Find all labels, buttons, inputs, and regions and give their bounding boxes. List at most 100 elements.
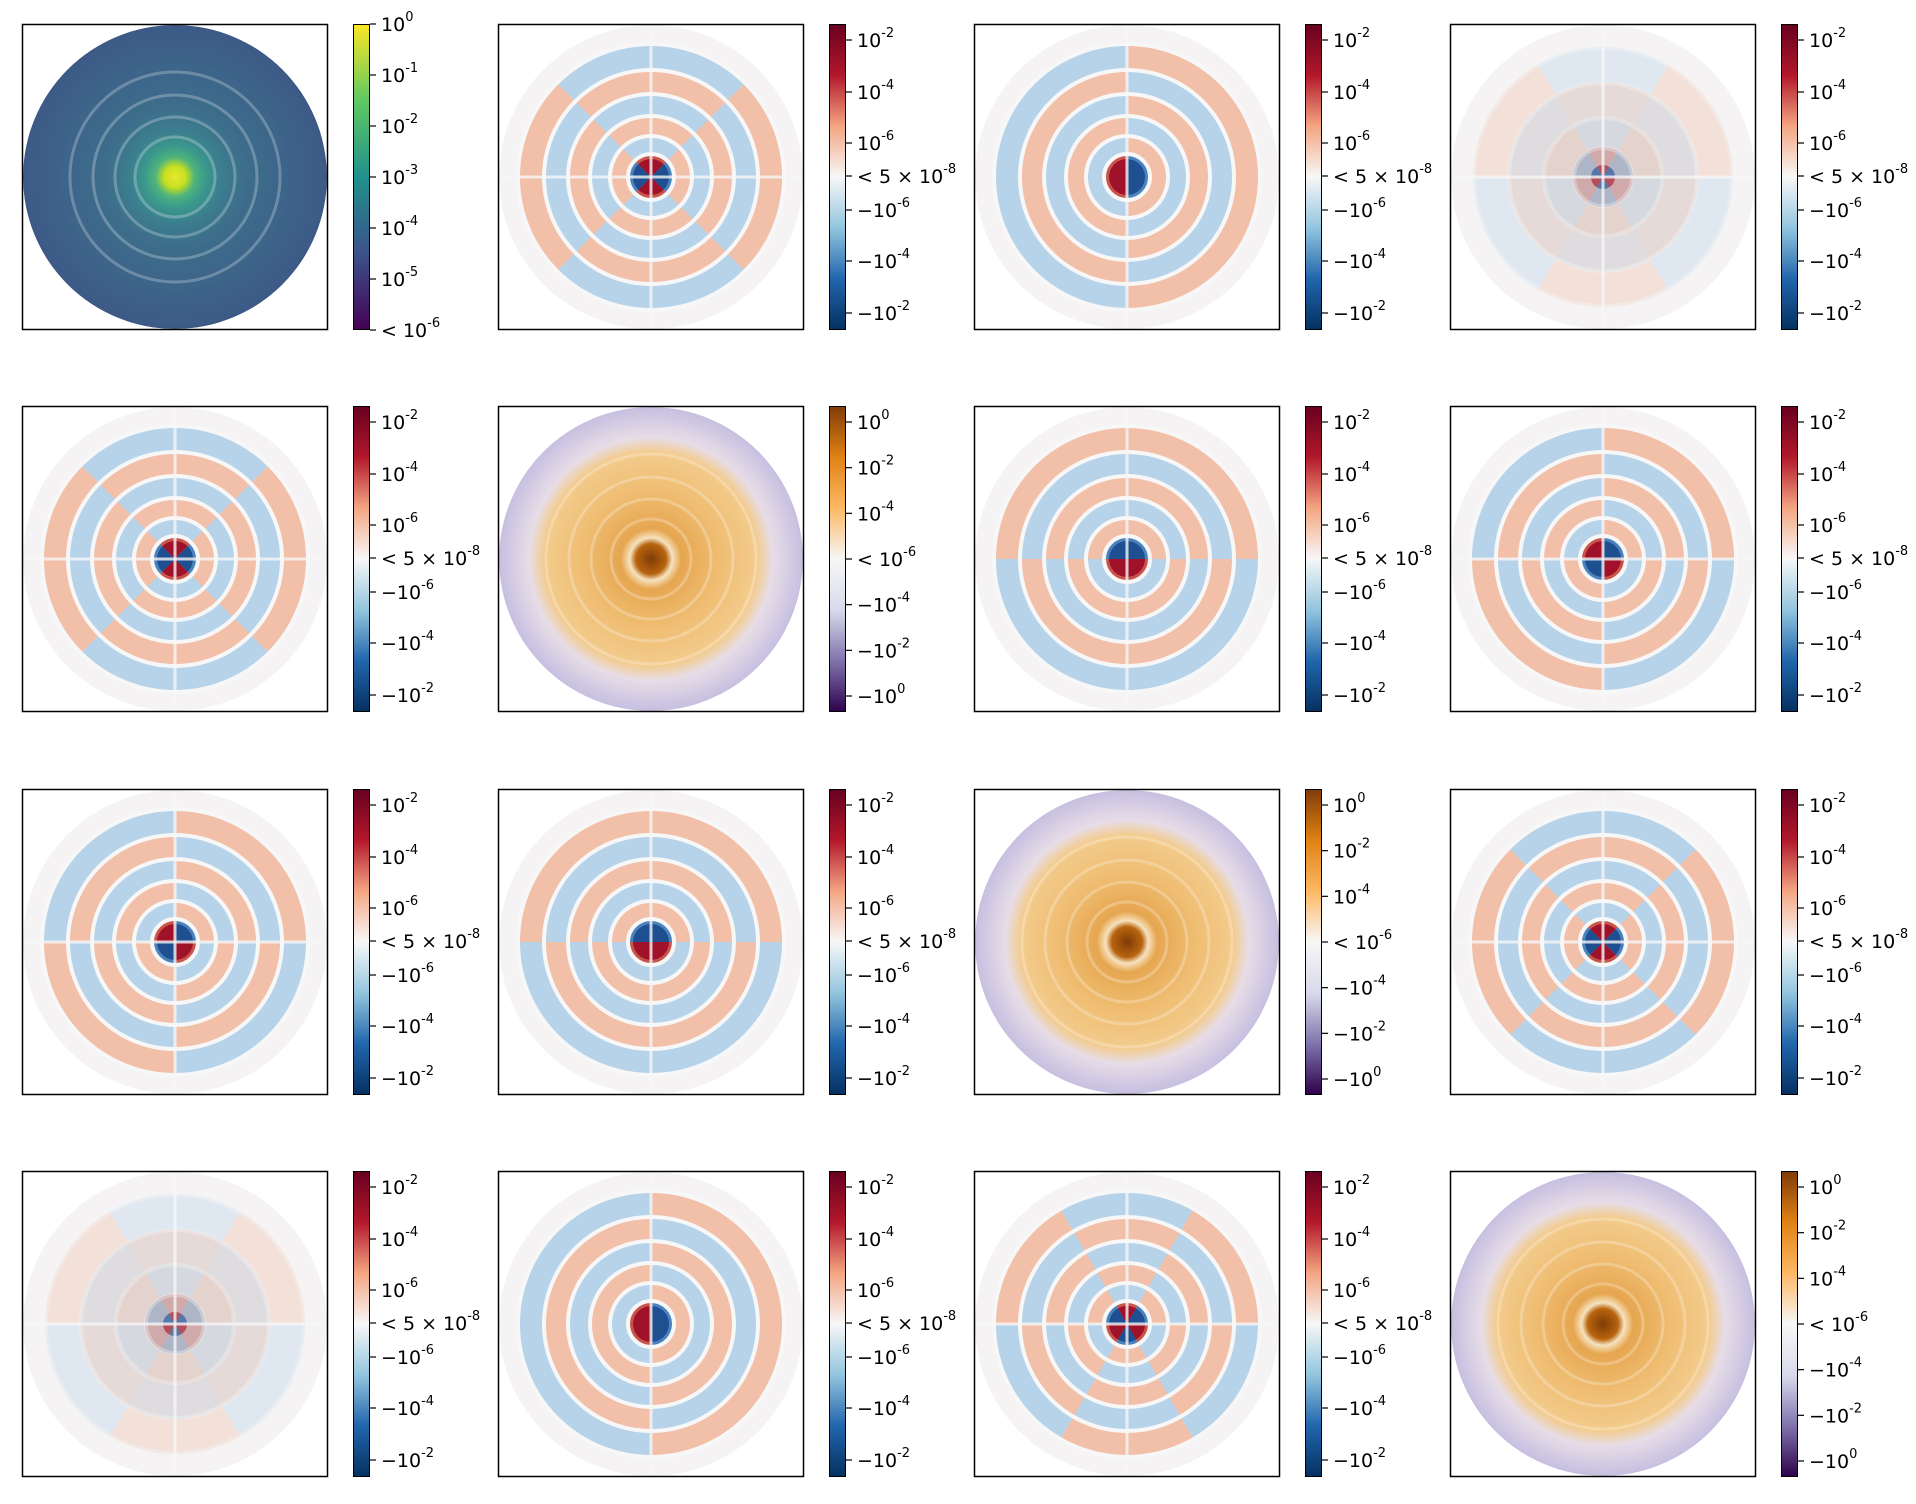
colorbar-frame [1305, 24, 1322, 330]
disk-field [23, 407, 327, 711]
colorbar-tick-label: 10-4 [1333, 460, 1370, 486]
colorbar-tick-label: 10-2 [857, 1173, 894, 1199]
colorbar-tick-label: < 10-6 [857, 545, 916, 571]
colorbar-tick-label: 10-4 [857, 78, 894, 104]
colorbar-tick-label: 10-4 [381, 460, 418, 486]
colorbar-tick-label: 100 [1333, 791, 1365, 817]
colorbar-tick-label: −10-2 [1333, 1019, 1386, 1045]
colorbar-frame [353, 1171, 370, 1477]
colorbar-tick-label: 10-6 [857, 894, 894, 920]
colorbar-tick-label: 10-2 [381, 1173, 418, 1199]
colorbar-tick-label: < 5 × 10-8 [1809, 162, 1908, 188]
disk-field [1451, 25, 1755, 329]
colorbar-tick-label: −10-6 [1809, 961, 1862, 987]
colorbar-tick-label: 10-2 [857, 454, 894, 480]
colorbar-tick-label: 10-6 [1809, 894, 1846, 920]
colorbar-tick-label: −10-4 [381, 1012, 434, 1038]
colorbar-tick-label: 100 [381, 10, 413, 36]
panel-r3-c2: 10-2 10-4 10-6 < 5 × 10-8 −10-6 −10-4 −10-2 [497, 788, 956, 1096]
colorbar-frame [353, 789, 370, 1095]
colorbar-tick-label: −10-2 [1809, 1064, 1862, 1090]
colorbar-tick-label: < 5 × 10-8 [857, 927, 956, 953]
disk-field [499, 1172, 803, 1476]
colorbar-tick-label: 10-2 [1809, 791, 1846, 817]
colorbar [1781, 24, 1798, 330]
disk-field [1451, 407, 1755, 711]
colorbar-tick-label: −10-6 [381, 961, 434, 987]
colorbar-tick-label: 10-4 [1809, 1264, 1846, 1290]
colorbar-frame [1305, 406, 1322, 712]
panel-r4-c2: 10-2 10-4 10-6 < 5 × 10-8 −10-6 −10-4 −10-2 [497, 1170, 956, 1478]
panel-r3-c4: 10-2 10-4 10-6 < 5 × 10-8 −10-6 −10-4 −10-2 [1449, 788, 1908, 1096]
colorbar-tick-label: 10-6 [1809, 511, 1846, 537]
colorbar-tick-label: 10-4 [1333, 882, 1370, 908]
colorbar-tick-label: 10-6 [1333, 511, 1370, 537]
colorbar-frame [353, 406, 370, 712]
panel-r3-c3: 100 10-2 10-4 < 10-6 −10-4 −10-2 −100 [973, 788, 1392, 1096]
colorbar-tick-label: < 5 × 10-8 [1809, 927, 1908, 953]
disk-field [975, 407, 1279, 711]
panel-r3-c1: 10-2 10-4 10-6 < 5 × 10-8 −10-6 −10-4 −10-2 [21, 788, 480, 1096]
colorbar-tick-label: −10-4 [1333, 629, 1386, 655]
disk-field [975, 25, 1279, 329]
axes-frame [1449, 405, 1757, 713]
axes-frame [497, 1170, 805, 1478]
disk-field [499, 407, 803, 711]
colorbar-tick-label: 10-6 [381, 1276, 418, 1302]
colorbar-frame [829, 406, 846, 712]
colorbar-tick-label: 10-4 [1809, 843, 1846, 869]
disk-field [975, 1172, 1279, 1476]
colorbar-tick-label: −10-2 [381, 1064, 434, 1090]
axes-frame [973, 1170, 1281, 1478]
colorbar-tick-label: 10-2 [1809, 1219, 1846, 1245]
colorbar-tick-label: −10-4 [381, 629, 434, 655]
colorbar [829, 789, 846, 1095]
colorbar [1305, 1171, 1322, 1477]
colorbar-tick-label: < 5 × 10-8 [1809, 544, 1908, 570]
colorbar-tick-label: 10-6 [381, 511, 418, 537]
axes-frame [1449, 23, 1757, 331]
colorbar-tick-label: 10-2 [1333, 26, 1370, 52]
disk-field [1451, 1172, 1755, 1476]
colorbar-tick-label: < 5 × 10-8 [1333, 162, 1432, 188]
colorbar-tick-label: −10-2 [857, 299, 910, 325]
colorbar-tick-label: −10-2 [1809, 681, 1862, 707]
colorbar-tick-label: 10-6 [381, 894, 418, 920]
colorbar-tick-label: −10-6 [381, 578, 434, 604]
colorbar-tick-label: −100 [1809, 1447, 1857, 1473]
colorbar-tick-label: < 5 × 10-8 [857, 162, 956, 188]
disk-field [23, 25, 327, 329]
colorbar-tick-label: < 10-6 [381, 316, 440, 342]
colorbar-tick-label: 10-6 [857, 129, 894, 155]
colorbar-frame [1781, 406, 1798, 712]
colorbar-tick-label: < 5 × 10-8 [381, 544, 480, 570]
colorbar-frame [1305, 1171, 1322, 1477]
colorbar-tick-label: −10-6 [1809, 196, 1862, 222]
colorbar-tick-label: −10-6 [1333, 578, 1386, 604]
colorbar-tick-label: < 5 × 10-8 [381, 927, 480, 953]
colorbar-frame [1781, 789, 1798, 1095]
colorbar-tick-label: −10-4 [1809, 247, 1862, 273]
colorbar-tick-label: 10-4 [381, 1225, 418, 1251]
colorbar-tick-label: < 5 × 10-8 [857, 1309, 956, 1335]
colorbar-tick-label: −10-4 [381, 1394, 434, 1420]
colorbar-tick-label: 10-4 [857, 1225, 894, 1251]
colorbar-tick-label: −10-4 [857, 591, 910, 617]
panel-r1-c3: 10-2 10-4 10-6 < 5 × 10-8 −10-6 −10-4 −10-2 [973, 23, 1432, 331]
colorbar-tick-label: 10-4 [381, 843, 418, 869]
colorbar-tick-label: −100 [857, 682, 905, 708]
colorbar-tick-label: 10-2 [1809, 408, 1846, 434]
colorbar-tick-label: 10-4 [1333, 78, 1370, 104]
colorbar-tick-label: −10-2 [857, 636, 910, 662]
colorbar-tick-label: −10-4 [857, 1012, 910, 1038]
disk-field [1451, 790, 1755, 1094]
panel-r2-c3: 10-2 10-4 10-6 < 5 × 10-8 −10-6 −10-4 −10-2 [973, 405, 1432, 713]
axes-frame [973, 788, 1281, 1096]
colorbar-tick-label: < 10-6 [1809, 1310, 1868, 1336]
colorbar-tick-label: 10-3 [381, 163, 418, 189]
colorbar [1305, 24, 1322, 330]
colorbar-tick-label: 10-6 [1809, 129, 1846, 155]
colorbar-frame [1781, 1171, 1798, 1477]
axes-frame [497, 788, 805, 1096]
colorbar [829, 406, 846, 712]
